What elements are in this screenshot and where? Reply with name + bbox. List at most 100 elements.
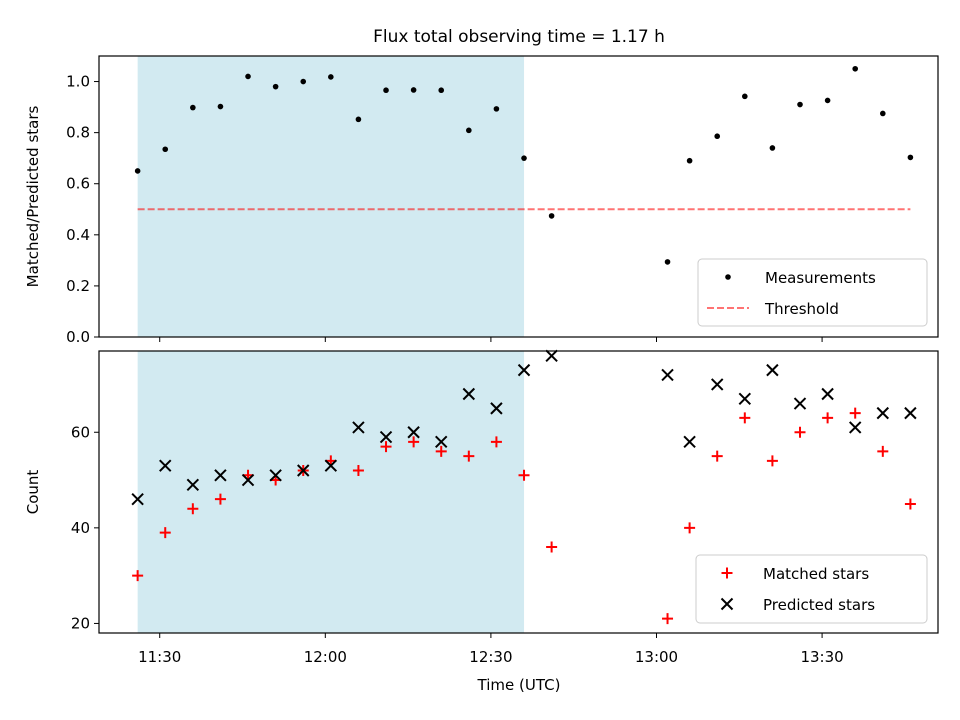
matched-star-point <box>662 613 674 625</box>
measurement-point <box>466 127 472 134</box>
legend-box <box>697 258 928 327</box>
predicted-star-point <box>462 387 476 401</box>
x-tick-label: 13:30 <box>800 648 843 666</box>
predicted-star-point <box>821 387 834 401</box>
legend-measurement-marker <box>725 274 731 280</box>
y-tick-label: 1.0 <box>66 73 90 91</box>
measurement-point <box>272 83 279 90</box>
matched-star-point <box>435 445 447 457</box>
y-axis-label: Count <box>24 470 42 515</box>
observing-region-shade <box>137 351 525 633</box>
bottom-panel: 20 40 60 11:30 12:00 12:30 13:00 13:30 Count Time… <box>24 349 939 694</box>
legend-predicted-marker <box>720 597 734 611</box>
measurement-point <box>686 157 693 164</box>
matched-star-point <box>711 450 723 462</box>
x-tick-label: 11:30 <box>138 648 181 666</box>
predicted-star-point <box>214 469 227 482</box>
matched-star-point <box>214 493 226 505</box>
matched-star-point <box>352 464 364 476</box>
predicted-star-point <box>379 430 393 444</box>
predicted-star-point <box>683 435 696 449</box>
measurement-point <box>328 74 334 80</box>
predicted-star-point <box>241 473 255 487</box>
chart-title: Flux total observing time = 1.17 h <box>373 27 665 47</box>
y-axis-label: Matched/Predicted stars <box>24 106 42 288</box>
measurement-point <box>714 133 721 140</box>
measurement-point <box>217 103 224 110</box>
measurement-point <box>880 110 886 117</box>
y-tick-label: 0.2 <box>66 277 90 295</box>
predicted-star-point <box>490 402 503 415</box>
predicted-star-point <box>904 406 917 420</box>
y-tick-label: 0.4 <box>66 226 90 244</box>
measurement-point <box>852 65 859 72</box>
x-tick-label: 12:00 <box>304 648 347 666</box>
top-axes-frame <box>98 55 939 338</box>
measurement-point <box>134 168 141 174</box>
matched-star-point <box>794 426 806 438</box>
predicted-star-point <box>186 478 200 492</box>
predicted-star-point <box>159 459 172 472</box>
x-tick-label: 12:30 <box>469 648 512 666</box>
predicted-star-point <box>711 378 724 391</box>
matched-star-point <box>766 455 778 467</box>
measurement-point <box>493 106 500 112</box>
x-axis-label: Time (UTC) <box>477 676 561 694</box>
matched-star-point <box>739 412 751 424</box>
predicted-star-point <box>297 464 310 477</box>
matched-star-point <box>187 503 199 515</box>
predicted-star-point <box>766 363 779 377</box>
predicted-star-point <box>131 492 144 506</box>
legend-matched-marker <box>721 567 733 579</box>
predicted-star-point <box>435 435 448 449</box>
matched-star-point <box>684 522 696 534</box>
matched-star-point <box>822 412 834 424</box>
measurement-point <box>797 101 803 108</box>
measurement-point <box>664 259 671 265</box>
x-tick-label: 13:00 <box>635 648 678 666</box>
matched-star-point <box>877 445 889 457</box>
matched-star-point <box>132 570 144 582</box>
legend-label: Measurements <box>765 269 876 287</box>
predicted-star-point <box>661 368 674 382</box>
legend-label: Threshold <box>764 300 839 318</box>
matched-star-point <box>904 498 916 510</box>
top-legend: Measurements Threshold <box>697 258 928 327</box>
y-tick-label: 20 <box>71 614 90 632</box>
measurement-point <box>300 78 307 85</box>
legend-box <box>695 554 928 624</box>
y-tick-label: 0.0 <box>66 328 90 346</box>
legend-label: Matched stars <box>763 565 869 583</box>
predicted-star-point <box>876 406 890 420</box>
y-tick-label: 40 <box>71 519 90 537</box>
predicted-star-point <box>793 397 807 410</box>
predicted-star-point <box>269 469 282 482</box>
bottom-legend: Matched stars Predicted stars <box>695 554 928 624</box>
observing-region-shade <box>137 56 525 337</box>
matched-star-point <box>546 541 558 553</box>
measurement-point <box>548 213 555 219</box>
measurement-point <box>383 87 389 94</box>
y-tick-label: 0.6 <box>66 175 90 193</box>
legend-label: Predicted stars <box>763 596 875 614</box>
top-panel: 0.0 0.2 0.4 0.6 0.8 1.0 Matched/Predicted star… <box>24 55 939 346</box>
y-tick-label: 0.8 <box>66 124 90 142</box>
measurement-point <box>742 93 748 100</box>
measurement-point <box>907 154 914 161</box>
predicted-star-point <box>517 363 531 377</box>
predicted-star-point <box>545 349 558 362</box>
measurement-point <box>355 116 362 123</box>
measurement-point <box>824 97 831 104</box>
matched-star-point <box>159 527 171 539</box>
predicted-star-point <box>324 459 338 472</box>
measurement-point <box>190 104 196 111</box>
predicted-star-point <box>352 421 365 434</box>
measurement-point <box>245 73 251 80</box>
predicted-star-point <box>738 392 752 406</box>
y-tick-label: 60 <box>71 423 90 441</box>
measurement-point <box>769 145 776 151</box>
predicted-star-point <box>407 426 420 439</box>
matched-star-point <box>490 436 502 448</box>
matched-star-point <box>518 469 530 481</box>
